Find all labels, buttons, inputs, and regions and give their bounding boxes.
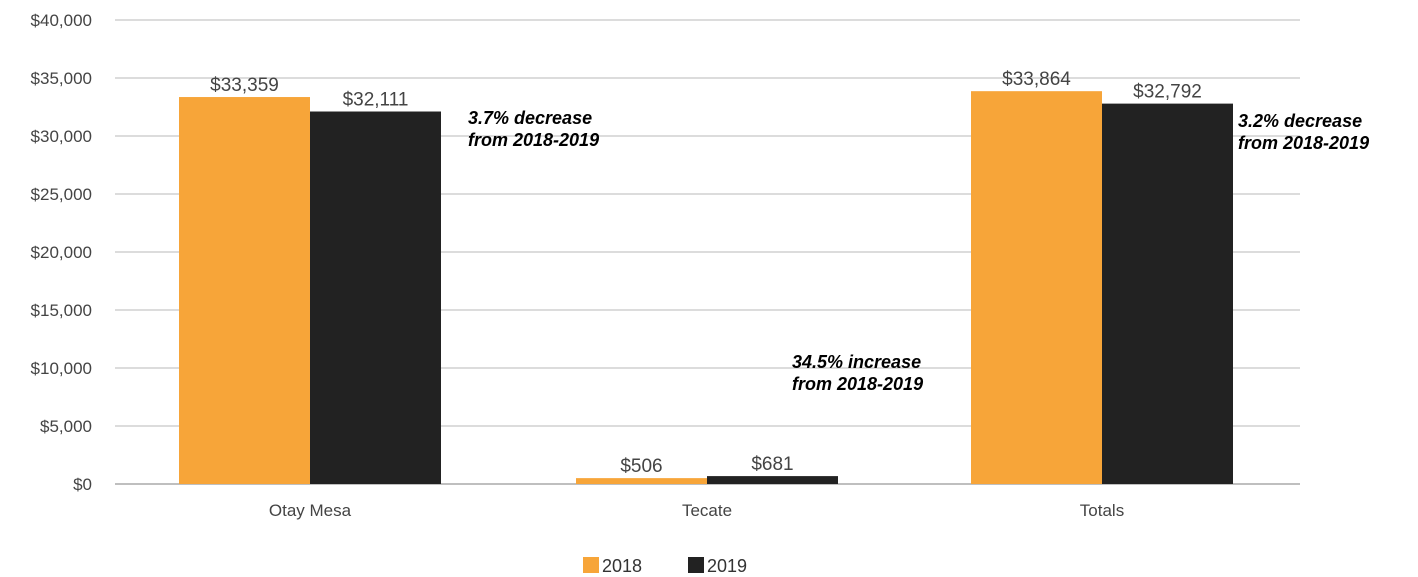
y-tick-label: $25,000 <box>31 185 92 204</box>
y-tick-label: $35,000 <box>31 69 92 88</box>
legend: 2018 2019 <box>583 556 747 576</box>
annotation: 3.2% decrease from 2018-2019 <box>1238 111 1369 153</box>
y-tick-label: $0 <box>73 475 92 494</box>
data-label: $33,864 <box>1002 69 1071 90</box>
annotation: 3.7% decrease from 2018-2019 <box>468 108 599 150</box>
y-axis-ticks: $0 $5,000 $10,000 $15,000 $20,000 $25,000 $30,… <box>31 11 92 494</box>
legend-swatch-2019 <box>688 557 704 573</box>
data-label: $32,792 <box>1133 82 1202 103</box>
bar-2018 <box>576 478 707 484</box>
bar-2018 <box>971 91 1102 484</box>
bar-2019 <box>707 476 838 484</box>
bar-2018 <box>179 97 310 485</box>
x-category-label: Tecate <box>682 501 732 520</box>
x-axis-categories: Otay Mesa Tecate Totals <box>269 501 1124 520</box>
y-tick-label: $30,000 <box>31 127 92 146</box>
y-tick-label: $20,000 <box>31 243 92 262</box>
x-category-label: Totals <box>1080 501 1124 520</box>
x-category-label: Otay Mesa <box>269 501 352 520</box>
data-label: $681 <box>751 454 793 475</box>
data-label: $33,359 <box>210 75 279 96</box>
y-tick-label: $10,000 <box>31 359 92 378</box>
bar-2019 <box>1102 103 1233 485</box>
legend-label: 2019 <box>707 556 747 576</box>
annotation: 34.5% increase from 2018-2019 <box>792 352 923 394</box>
data-label: $506 <box>620 456 662 477</box>
bars <box>179 91 1233 485</box>
data-label: $32,111 <box>343 90 409 111</box>
data-labels: $33,359 $32,111 $506 $681 $33,864 $32,792 <box>210 69 1202 477</box>
legend-swatch-2018 <box>583 557 599 573</box>
annotations: 3.7% decrease from 2018-2019 34.5% increas… <box>468 108 1369 394</box>
bar-2019 <box>310 111 441 485</box>
y-tick-label: $40,000 <box>31 11 92 30</box>
y-tick-label: $5,000 <box>40 417 92 436</box>
y-tick-label: $15,000 <box>31 301 92 320</box>
legend-label: 2018 <box>602 556 642 576</box>
